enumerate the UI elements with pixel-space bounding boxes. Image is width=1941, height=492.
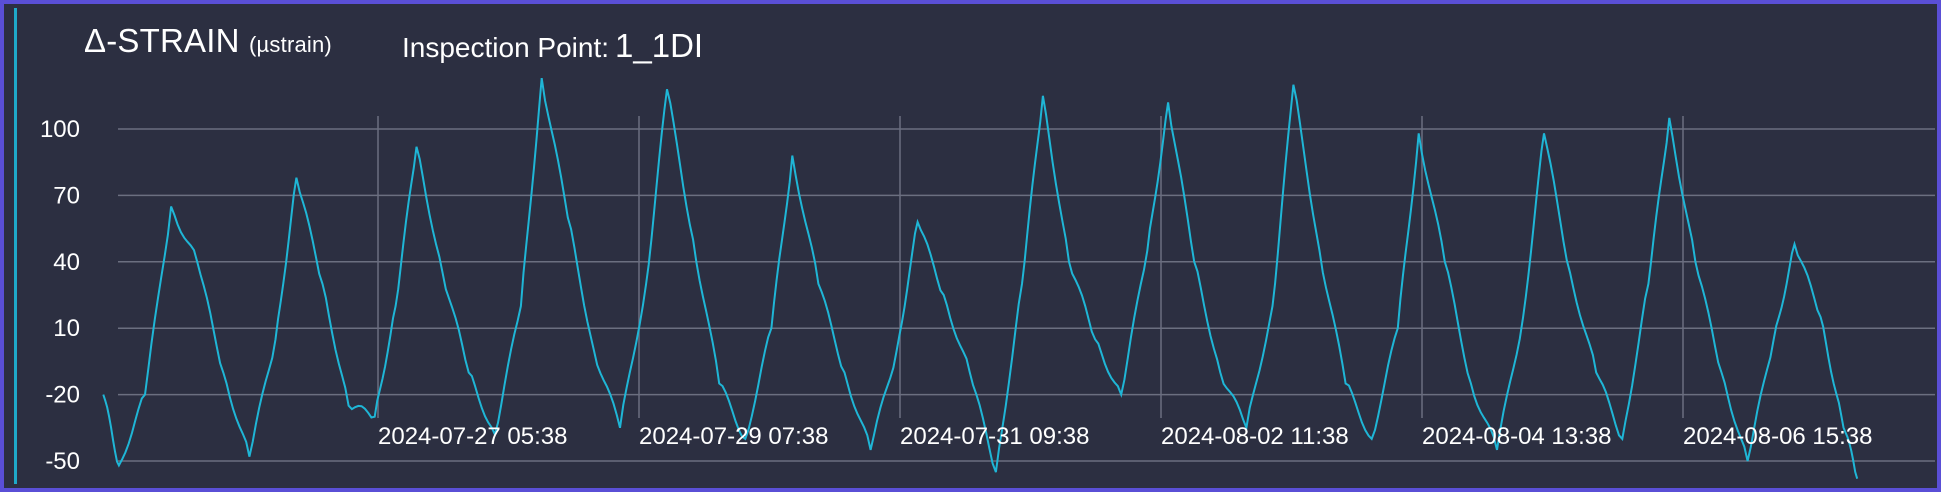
inspection-value: 1_1DI [615,27,704,64]
x-tick-label: 2024-08-06 15:38 [1683,423,1873,450]
y-tick-label: 10 [53,315,80,342]
chart-title: Δ-STRAIN (µstrain) [84,22,332,60]
x-tick-label: 2024-07-27 05:38 [378,423,568,450]
panel-left-edge [14,8,17,484]
series-line [102,77,1859,479]
y-tick-label: 70 [53,182,80,209]
y-tick-label: 40 [53,249,80,276]
title-text: Δ-STRAIN [84,22,240,59]
x-tick-label: 2024-08-02 11:38 [1161,423,1349,450]
y-tick-label: -20 [45,382,80,409]
y-tick-label: -50 [45,448,80,475]
horizontal-gridlines [118,128,1935,462]
series-layer [102,77,1859,479]
x-axis-ticks: 2024-07-27 05:38 2024-07-29 07:38 2024-07-… [378,423,1873,450]
inspection-point: Inspection Point: 1_1DI [402,27,703,65]
x-tick-label: 2024-07-29 07:38 [639,423,829,450]
vertical-gridlines [377,116,1684,418]
y-axis-ticks: 100 70 40 10 -20 -50 [40,116,80,475]
title-unit: (µstrain) [249,32,332,57]
y-tick-label: 100 [40,116,80,143]
inspection-label: Inspection Point: [402,32,610,63]
x-tick-label: 2024-08-04 13:38 [1422,423,1612,450]
x-tick-label: 2024-07-31 09:38 [900,423,1090,450]
